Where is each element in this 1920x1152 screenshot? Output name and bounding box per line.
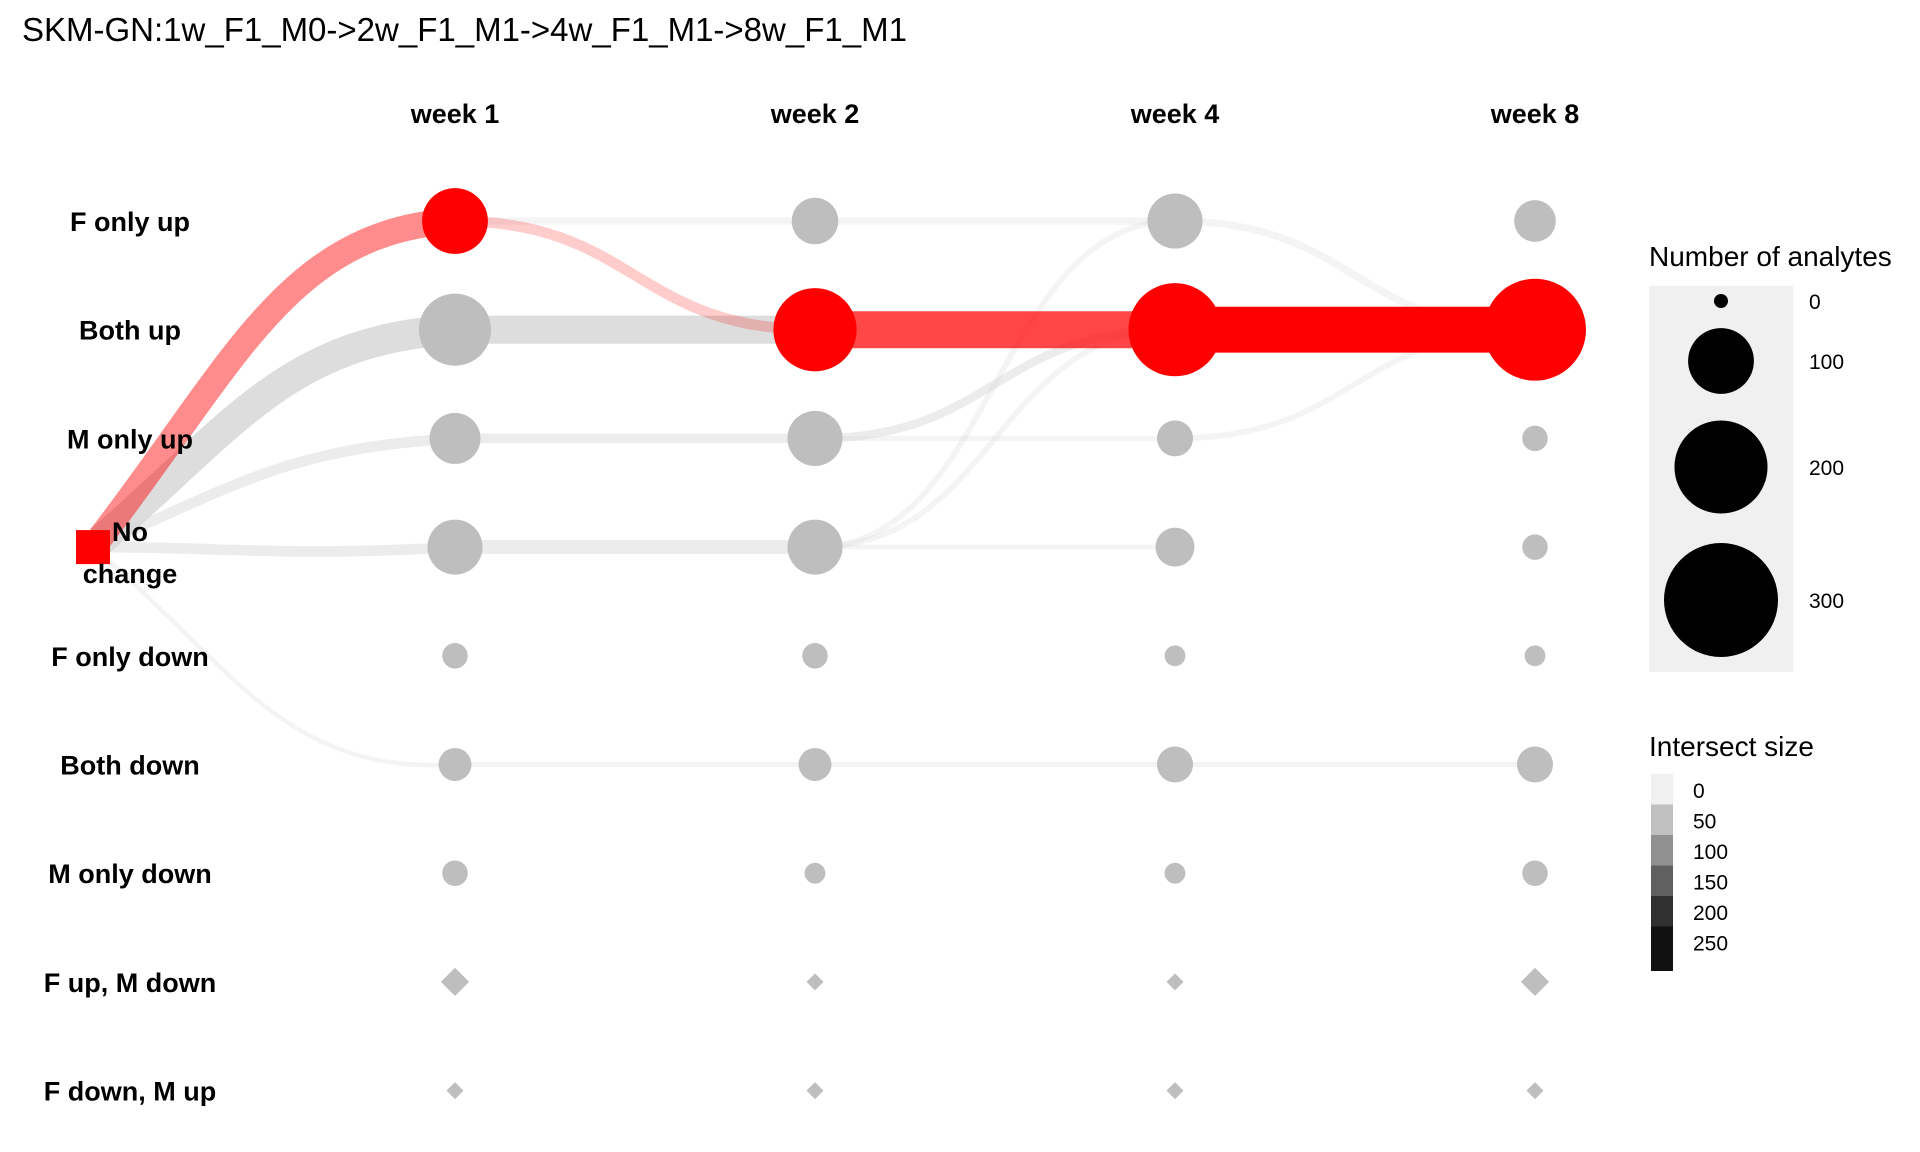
node-week-4-f-only-up <box>1147 193 1203 249</box>
row-label-m-only-up: M only up <box>67 424 193 454</box>
color-legend-title: Intersect size <box>1649 731 1814 762</box>
node-week-1-f-only-up <box>422 188 488 254</box>
color-legend: Intersect size 0 50 100 150 200 250 <box>1649 731 1814 971</box>
node-week-1-no-change <box>427 519 483 575</box>
node-week-2-f-only-up <box>791 197 839 245</box>
node-week-8-f-only-up <box>1514 200 1556 242</box>
node-week-8-f-down-m-up <box>1526 1082 1544 1100</box>
node-week-8-m-only-down <box>1522 860 1548 886</box>
node-week-1-m-only-down <box>442 860 468 886</box>
node-week-1-both-down <box>438 748 472 781</box>
size-legend-title: Number of analytes <box>1649 241 1892 272</box>
flow-no-change-to-m-only-up-2 <box>90 433 456 552</box>
node-week-1-f-up-m-down <box>440 967 470 997</box>
node-week-8-both-up <box>1484 278 1586 381</box>
node-week-2-m-only-down <box>804 862 826 884</box>
row-label-f-down-m-up: F down, M up <box>44 1077 216 1107</box>
node-week-4-both-down <box>1156 746 1194 783</box>
node-week-4-f-only-down <box>1164 645 1186 667</box>
node-week-2-both-up <box>773 288 857 372</box>
node-week-1-f-down-m-up <box>446 1082 464 1100</box>
color-legend-label-0: 0 <box>1693 780 1705 803</box>
color-legend-swatch-100 <box>1651 835 1673 867</box>
color-legend-swatch-50 <box>1651 804 1673 836</box>
size-legend-label-100: 100 <box>1809 351 1844 374</box>
node-week-2-f-only-down <box>802 643 828 669</box>
node-week-1-m-only-up <box>429 412 481 464</box>
color-legend-label-100: 100 <box>1693 841 1728 864</box>
chart-title: SKM-GN:1w_F1_M0->2w_F1_M1->4w_F1_M1->8w_… <box>22 11 907 48</box>
node-week-4-m-only-up <box>1156 420 1194 457</box>
row-label-both-up: Both up <box>79 316 181 346</box>
row-label-f-up-m-down: F up, M down <box>44 968 216 998</box>
column-label-week-1: week 1 <box>410 99 500 129</box>
node-week-1-f-only-down <box>442 643 468 669</box>
size-legend-key-200 <box>1674 420 1768 514</box>
nodes-layer <box>76 188 1586 1100</box>
row-label-no-change-line-2: change <box>83 559 178 589</box>
node-week-1-both-up <box>418 293 492 366</box>
color-legend-bar-end <box>1651 957 1673 971</box>
node-week-4-both-up <box>1128 283 1222 377</box>
row-label-m-only-down: M only down <box>48 859 211 889</box>
column-label-week-2: week 2 <box>770 99 860 129</box>
node-week-4-m-only-down <box>1164 862 1186 884</box>
node-week-8-f-only-down <box>1524 645 1546 667</box>
row-label-both-down: Both down <box>60 751 199 781</box>
row-label-f-only-down: F only down <box>51 642 208 672</box>
color-legend-swatch-250 <box>1651 926 1673 958</box>
node-week-8-m-only-up <box>1522 425 1548 452</box>
color-legend-label-50: 50 <box>1693 811 1716 834</box>
node-week-8-f-up-m-down <box>1520 967 1550 997</box>
color-legend-swatch-200 <box>1651 896 1673 928</box>
node-week-4-no-change <box>1155 527 1195 567</box>
column-labels: week 1 week 2 week 4 week 8 <box>410 99 1580 129</box>
color-legend-swatch-0 <box>1651 774 1673 806</box>
node-week-8-no-change <box>1522 534 1548 560</box>
node-week-2-f-up-m-down <box>806 973 824 991</box>
row-label-f-only-up: F only up <box>70 207 190 237</box>
column-label-week-4: week 4 <box>1130 99 1220 129</box>
flow-no-change-to-no-change-3 <box>92 541 456 557</box>
node-week-2-both-down <box>798 748 832 781</box>
node-week-4-f-down-m-up <box>1166 1082 1184 1100</box>
start-node <box>76 530 110 565</box>
node-week-4-f-up-m-down <box>1166 973 1184 991</box>
color-legend-label-200: 200 <box>1693 902 1728 925</box>
color-legend-label-250: 250 <box>1693 933 1728 956</box>
color-legend-label-150: 150 <box>1693 872 1728 895</box>
flows-layer <box>82 208 1536 768</box>
flow-no-change-to-f-only-up-0 <box>82 208 456 556</box>
size-legend-key-100 <box>1688 328 1754 394</box>
node-week-2-no-change <box>787 519 843 575</box>
node-week-2-f-down-m-up <box>806 1082 824 1100</box>
size-legend-key-0 <box>1714 294 1728 308</box>
color-legend-swatch-150 <box>1651 865 1673 897</box>
size-legend: Number of analytes 0 100 200 300 <box>1649 241 1892 672</box>
node-week-2-m-only-up <box>787 410 843 466</box>
size-legend-label-200: 200 <box>1809 457 1844 480</box>
flow-no-change-to-both-down-4 <box>91 545 456 768</box>
size-legend-label-0: 0 <box>1809 291 1821 314</box>
flow-no-change-to-f-only-up-14 <box>814 218 1176 550</box>
column-label-week-8: week 8 <box>1490 99 1580 129</box>
size-legend-key-300 <box>1664 543 1778 657</box>
node-week-8-both-down <box>1516 746 1554 783</box>
flow-no-change-to-both-up-1 <box>83 314 456 559</box>
size-legend-label-300: 300 <box>1809 590 1844 613</box>
row-label-no-change-line-1: No <box>112 517 148 547</box>
flow-f-only-up-to-both-up-5 <box>454 215 816 335</box>
row-labels: F only up Both up M only up No change F only … <box>44 207 216 1107</box>
